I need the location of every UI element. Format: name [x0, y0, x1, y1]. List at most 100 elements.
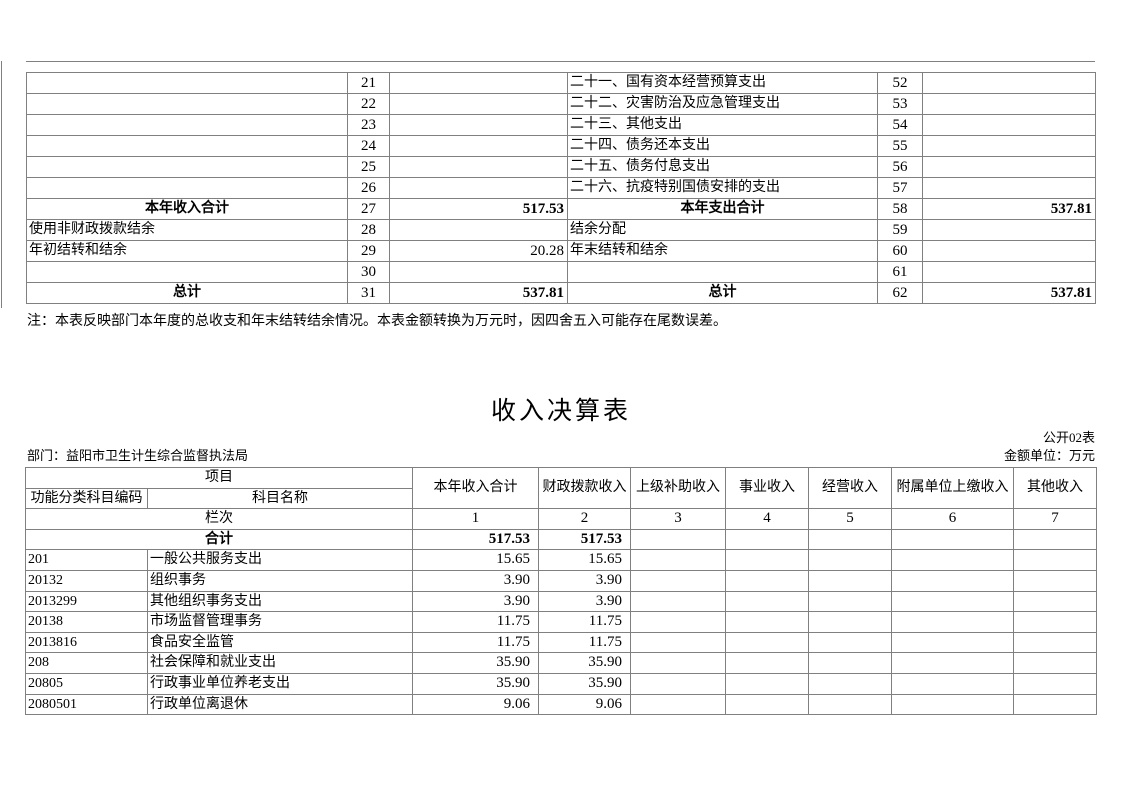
data-row: 20138 市场监督管理事务 11.75 11.75 [25, 611, 1097, 633]
line-number-cell: 28 [347, 219, 390, 241]
amount-cell: 11.75 [412, 631, 539, 654]
code-cell: 20132 [25, 569, 148, 592]
data-row: 2013299 其他组织事务支出 3.90 3.90 [25, 590, 1097, 613]
table-row-total-income: 本年收入合计 27 517.53 本年支出合计 58 537.81 [26, 198, 1096, 220]
line-number-cell: 58 [877, 198, 923, 220]
amount-cell [725, 549, 809, 571]
line-number-cell: 54 [877, 114, 923, 136]
amount-cell: 11.75 [538, 611, 631, 633]
column-number-row: 栏次 1 2 3 4 5 6 7 [25, 508, 1097, 530]
amount-cell [630, 672, 726, 695]
amount-cell [630, 611, 726, 633]
amount-cell: 3.90 [412, 569, 539, 592]
expense-item-cell: 二十三、其他支出 [567, 114, 878, 136]
amount-cell [389, 261, 568, 283]
line-number-cell: 62 [877, 282, 923, 304]
amount-cell [1013, 672, 1097, 695]
table-row: 30 61 [26, 261, 1096, 283]
line-number-cell: 53 [877, 93, 923, 115]
expense-item-cell: 本年支出合计 [567, 198, 878, 220]
income-item-cell: 总计 [26, 282, 348, 304]
line-number-cell: 31 [347, 282, 390, 304]
amount-cell: 517.53 [538, 528, 631, 551]
data-row: 2013816 食品安全监管 11.75 11.75 [25, 631, 1097, 654]
amount-cell [808, 590, 892, 613]
amount-cell: 15.65 [412, 549, 539, 571]
column-number-cell: 3 [630, 508, 726, 530]
amount-cell [389, 93, 568, 115]
amount-cell [630, 652, 726, 674]
amount-cell [1013, 611, 1097, 633]
name-cell: 行政单位离退休 [147, 693, 413, 716]
total-row: 合计 517.53 517.53 [25, 528, 1097, 551]
amount-cell [808, 611, 892, 633]
data-row: 201 一般公共服务支出 15.65 15.65 [25, 549, 1097, 571]
column-header-cell: 本年收入合计 [412, 466, 539, 510]
amount-cell [389, 114, 568, 136]
amount-cell [725, 569, 809, 592]
code-cell: 20138 [25, 611, 148, 633]
name-cell: 食品安全监管 [147, 631, 413, 654]
amount-cell [725, 611, 809, 633]
amount-cell [808, 549, 892, 571]
amount-cell [922, 240, 1096, 262]
table-row: 24 二十四、债务还本支出 55 [26, 135, 1096, 157]
amount-cell [1013, 631, 1097, 654]
amount-cell [922, 219, 1096, 241]
column-header-cell: 上级补助收入 [630, 466, 726, 510]
amount-cell [922, 72, 1096, 94]
amount-cell: 517.53 [389, 198, 568, 220]
header-row-project: 项目 本年收入合计 财政拨款收入 上级补助收入 事业收入 经营收入 附属单位上缴… [25, 466, 1097, 510]
expense-item-cell: 二十四、债务还本支出 [567, 135, 878, 157]
expense-item-cell: 总计 [567, 282, 878, 304]
amount-cell [922, 261, 1096, 283]
line-number-cell: 21 [347, 72, 390, 94]
column-number-cell: 2 [538, 508, 631, 530]
amount-cell: 35.90 [538, 652, 631, 674]
table-row: 使用非财政拨款结余 28 结余分配 59 [26, 219, 1096, 241]
expense-item-cell: 二十一、国有资本经营预算支出 [567, 72, 878, 94]
table-row: 21 二十一、国有资本经营预算支出 52 [26, 72, 1096, 94]
amount-cell [922, 177, 1096, 199]
name-cell: 一般公共服务支出 [147, 549, 413, 571]
amount-cell: 3.90 [538, 569, 631, 592]
amount-cell [389, 219, 568, 241]
income-item-cell: 年初结转和结余 [26, 240, 348, 262]
column-number-cell: 7 [1013, 508, 1097, 530]
table-top-border-line [26, 61, 1095, 62]
amount-cell [922, 135, 1096, 157]
amount-cell: 3.90 [412, 590, 539, 613]
table-row: 26 二十六、抗疫特别国债安排的支出 57 [26, 177, 1096, 199]
expense-item-cell [567, 261, 878, 283]
column-number-cell: 4 [725, 508, 809, 530]
column-header-cell: 财政拨款收入 [538, 466, 631, 510]
line-number-cell: 25 [347, 156, 390, 178]
table-row: 22 二十二、灾害防治及应急管理支出 53 [26, 93, 1096, 115]
amount-cell [891, 569, 1014, 592]
table-row: 23 二十三、其他支出 54 [26, 114, 1096, 136]
column-number-cell: 6 [891, 508, 1014, 530]
amount-cell: 537.81 [922, 198, 1096, 220]
data-row: 2080501 行政单位离退休 9.06 9.06 [25, 693, 1097, 716]
line-number-cell: 52 [877, 72, 923, 94]
expense-item-cell: 二十五、债务付息支出 [567, 156, 878, 178]
amount-cell [808, 672, 892, 695]
code-cell: 2013299 [25, 590, 148, 613]
line-number-cell: 56 [877, 156, 923, 178]
name-cell: 其他组织事务支出 [147, 590, 413, 613]
amount-cell [891, 528, 1014, 551]
amount-cell [891, 631, 1014, 654]
amount-cell [725, 693, 809, 716]
line-number-cell: 57 [877, 177, 923, 199]
name-cell: 社会保障和就业支出 [147, 652, 413, 674]
expense-item-cell: 二十六、抗疫特别国债安排的支出 [567, 177, 878, 199]
income-item-cell [26, 93, 348, 115]
data-row: 20132 组织事务 3.90 3.90 [25, 569, 1097, 592]
expense-item-cell: 二十二、灾害防治及应急管理支出 [567, 93, 878, 115]
amount-cell [891, 611, 1014, 633]
amount-cell [389, 135, 568, 157]
amount-cell [891, 652, 1014, 674]
amount-cell [922, 93, 1096, 115]
amount-cell [891, 693, 1014, 716]
amount-cell [922, 114, 1096, 136]
